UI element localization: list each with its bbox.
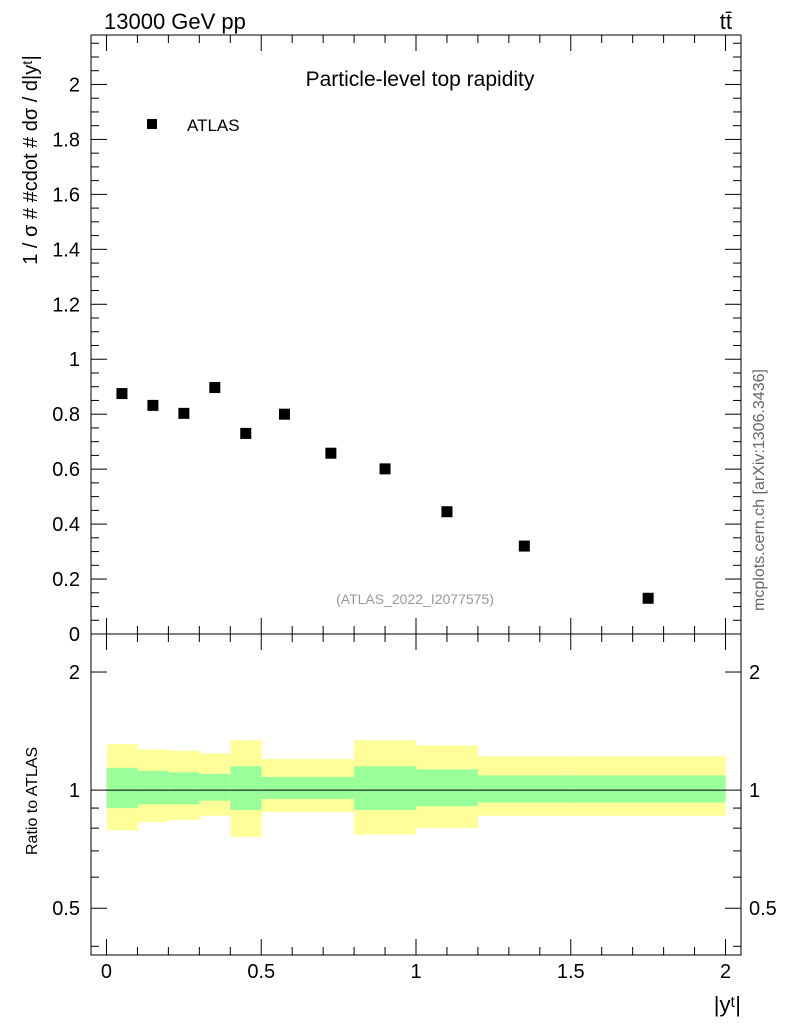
data-point-0 [116, 388, 128, 400]
chart-title: Particle-level top rapidity [306, 68, 535, 91]
legend-marker [147, 119, 157, 129]
data-point-9 [518, 540, 530, 552]
upper-axis-ticks: 0 0.2 0.4 0.6 0.8 1 1.2 1.4 1.6 1.8 2 [52, 35, 741, 646]
inner-band-8 [477, 775, 571, 803]
upper-y-axis-label: 1 / σ # #cdot # dσ / d|yᵗ| [20, 55, 42, 265]
data-point-10 [642, 592, 654, 604]
lower-frame [90, 633, 742, 956]
process-label: tt̄ [720, 9, 732, 34]
x-tick-label: 2 [720, 961, 731, 983]
y-tick-label: 1.4 [52, 239, 80, 261]
y-tick-label: 0.4 [52, 514, 80, 536]
data-point-2 [178, 407, 190, 419]
ratio-y-tick-label-right: 1 [749, 780, 760, 802]
ratio-y-tick-label-right: 0.5 [749, 898, 777, 920]
inner-band-4 [230, 766, 262, 810]
lower-panel: 0.5 0.5 1 1 2 2 0 0.5 1 1.5 2 Ratio to ATLAS |yᵗ| [24, 633, 777, 1017]
data-point-8 [441, 506, 453, 518]
inner-band-9 [570, 775, 726, 803]
energy-label: 13000 GeV pp [104, 9, 246, 34]
lower-axis-ticks: 0.5 0.5 1 1 2 2 0 0.5 1 1.5 2 [52, 634, 777, 983]
x-tick-label: 1 [410, 961, 421, 983]
y-tick-label: 1.2 [52, 294, 80, 316]
x-tick-label: 0.5 [247, 961, 275, 983]
y-tick-label: 2 [69, 74, 80, 96]
x-axis-label: |yᵗ| [714, 992, 741, 1017]
inner-band-1 [137, 770, 169, 805]
legend-label: ATLAS [187, 116, 240, 135]
ratio-y-tick-label-left: 1 [69, 780, 80, 802]
ratio-y-tick-label-left: 2 [69, 662, 80, 684]
analysis-label: (ATLAS_2022_I2077575) [336, 591, 494, 607]
y-tick-label: 1.8 [52, 129, 80, 151]
x-tick-label: 1.5 [557, 961, 585, 983]
inner-band-5 [261, 777, 355, 799]
lower-y-axis-label: Ratio to ATLAS [24, 747, 41, 855]
ratio-bands [106, 740, 726, 837]
ratio-y-tick-label-right: 2 [749, 662, 760, 684]
data-point-5 [278, 408, 290, 420]
data-point-7 [379, 463, 391, 475]
y-tick-label: 0 [69, 624, 80, 646]
inner-band-7 [416, 769, 478, 807]
upper-panel: 0 0.2 0.4 0.6 0.8 1 1.2 1.4 1.6 1.8 2 Particle-lev… [20, 34, 742, 646]
y-tick-label: 1 [69, 349, 80, 371]
data-point-4 [240, 427, 252, 439]
x-tick-label: 0 [101, 961, 112, 983]
inner-band-3 [199, 773, 231, 801]
ratio-y-tick-label-left: 0.5 [52, 898, 80, 920]
y-tick-label: 0.2 [52, 569, 80, 591]
inner-band-2 [168, 772, 200, 805]
data-point-6 [325, 447, 337, 459]
inner-band-6 [354, 766, 416, 810]
inner-band-0 [106, 767, 138, 809]
data-point-3 [209, 382, 221, 394]
data-point-1 [147, 399, 159, 411]
y-tick-label: 0.8 [52, 404, 80, 426]
y-tick-label: 0.6 [52, 459, 80, 481]
side-label: mcplots.cern.ch [arXiv:1306.3436] [751, 369, 768, 611]
y-tick-label: 1.6 [52, 184, 80, 206]
upper-data-points [116, 382, 654, 604]
